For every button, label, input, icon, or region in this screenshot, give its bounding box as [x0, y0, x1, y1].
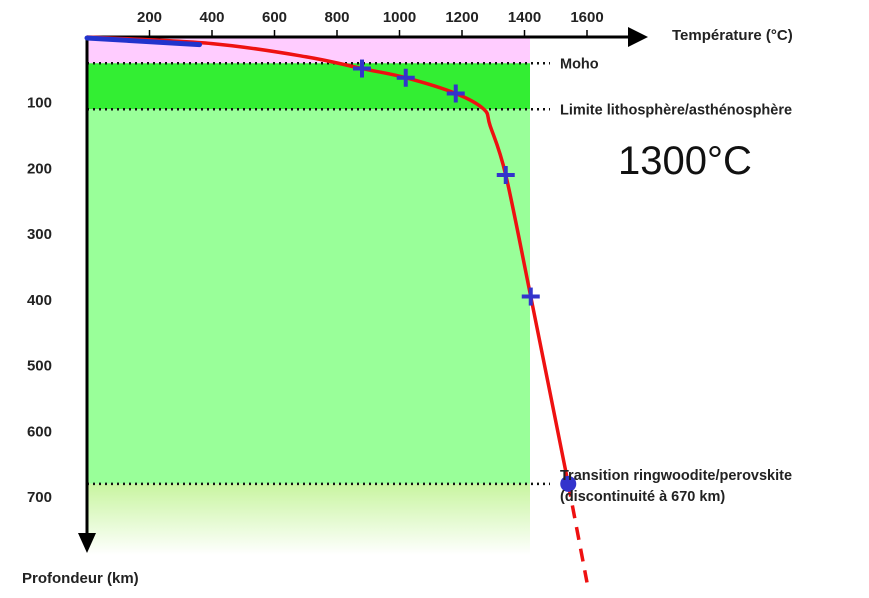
- x-tick-label: 1000: [383, 9, 416, 26]
- x-tick-label: 1400: [508, 9, 541, 26]
- y-tick-labels: 100 200 300 400 500 600 700: [27, 95, 52, 506]
- plus-marker: [396, 68, 415, 87]
- y-tick-label: 100: [27, 95, 52, 112]
- boundary-labels: Moho Limite lithosphère/asthénosphère Tran…: [560, 56, 792, 505]
- y-axis-arrow: [78, 533, 96, 553]
- crust-gradient-segment: [84, 35, 202, 48]
- x-tick-label: 400: [199, 9, 224, 26]
- transition-point-marker: [560, 475, 577, 492]
- boundary-label: Transition ringwoodite/perovskite: [560, 468, 792, 484]
- plus-marker: [521, 287, 540, 306]
- x-axis-title: Température (°C): [672, 27, 793, 44]
- plus-marker: [353, 59, 371, 78]
- y-tick-label: 500: [27, 358, 52, 375]
- temperature-annotation: 1300°C: [618, 139, 752, 183]
- data-markers: [353, 59, 577, 492]
- depth-zone: [87, 483, 530, 555]
- x-axis-arrow: [628, 27, 648, 47]
- depth-zone: [87, 63, 530, 110]
- depth-zone: [87, 109, 530, 484]
- x-tick-label: 1600: [570, 9, 603, 26]
- plus-marker: [446, 84, 465, 103]
- y-tick-label: 400: [27, 292, 52, 309]
- x-tick-label: 200: [137, 9, 162, 26]
- boundary-label-secondary: (discontinuité à 670 km): [560, 489, 725, 505]
- x-tick-label: 1200: [445, 9, 478, 26]
- y-axis-title: Profondeur (km): [22, 570, 139, 587]
- x-tick-label: 800: [324, 9, 349, 26]
- axes: [78, 27, 648, 553]
- y-tick-label: 700: [27, 489, 52, 506]
- depth-zones: [87, 37, 530, 555]
- x-tick-label: 600: [262, 9, 287, 26]
- boundary-label: Moho: [560, 56, 599, 72]
- boundary-lines: [87, 62, 550, 486]
- geotherm-extrapolation: [566, 483, 589, 583]
- x-tick-labels: 200 400 600 800 1000 1200 1400 1600: [137, 9, 604, 37]
- y-tick-label: 200: [27, 160, 52, 177]
- y-tick-label: 600: [27, 423, 52, 440]
- plus-marker: [496, 165, 515, 184]
- y-tick-label: 300: [27, 226, 52, 243]
- boundary-label: Limite lithosphère/asthénosphère: [560, 102, 792, 118]
